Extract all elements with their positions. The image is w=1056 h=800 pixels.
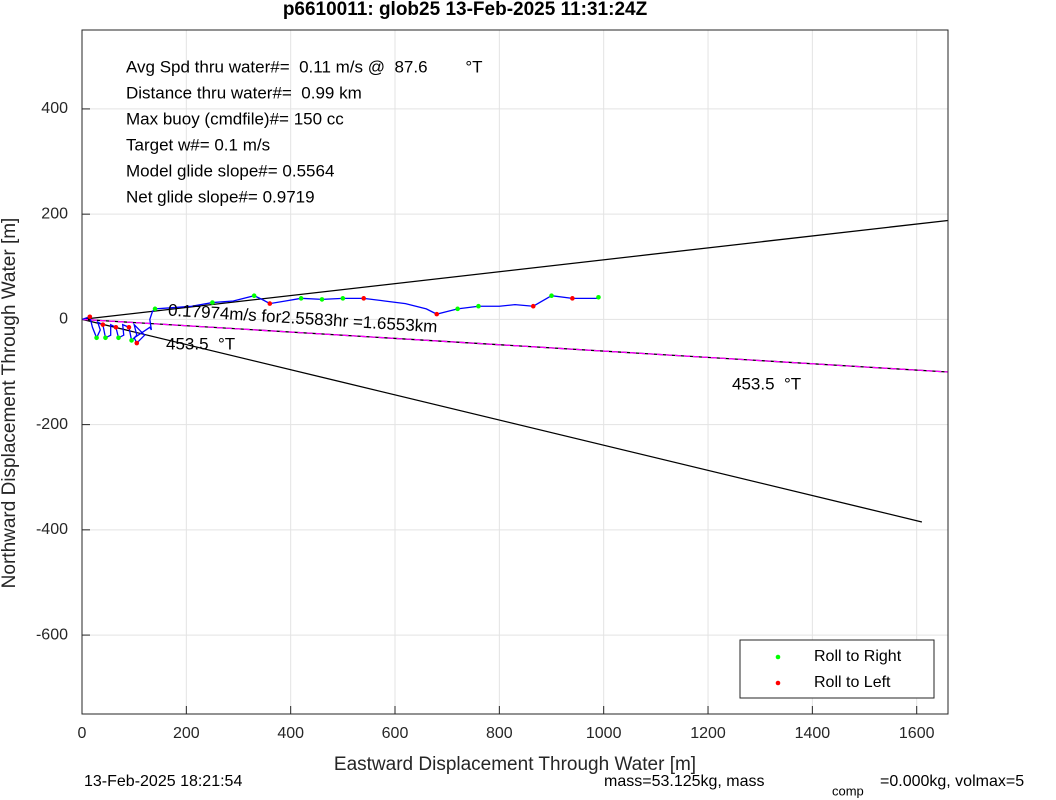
x-tick-label: 400 — [277, 725, 304, 742]
info-line: Net glide slope#= 0.9719 — [126, 187, 315, 206]
info-line: Distance thru water#= 0.99 km — [126, 83, 362, 102]
plot-area — [82, 30, 948, 714]
roll-point — [94, 335, 99, 341]
roll-point — [570, 296, 575, 301]
reference-line — [82, 318, 948, 373]
reference-line — [82, 219, 948, 321]
roll-point — [549, 293, 554, 299]
annotation: 453.5 °T — [166, 334, 235, 353]
x-tick-label: 800 — [486, 725, 513, 742]
roll-point — [134, 340, 140, 346]
x-tick-label: 600 — [382, 725, 409, 742]
footer-date: 13-Feb-2025 18:21:54 — [84, 773, 242, 790]
info-line: Avg Spd thru water#= 0.11 m/s @ 87.6 °T — [126, 57, 483, 76]
roll-point — [361, 296, 367, 301]
roll-point — [87, 314, 93, 320]
roll-point — [476, 303, 481, 309]
footer-subscript: comp — [832, 783, 864, 798]
legend-label: Roll to Right — [814, 648, 902, 665]
roll-point — [455, 306, 460, 312]
plot-layer — [82, 219, 948, 523]
roll-point — [530, 303, 536, 309]
x-tick-label: 1200 — [690, 725, 726, 742]
info-line: Max buoy (cmdfile)#= 150 cc — [126, 109, 344, 128]
x-tick-label: 0 — [78, 725, 87, 742]
y-tick-label: -200 — [36, 416, 68, 433]
roll-point — [267, 301, 273, 306]
roll-point — [319, 297, 325, 302]
reference-line — [82, 318, 923, 523]
legend-box — [739, 639, 935, 699]
roll-point — [251, 293, 257, 299]
y-tick-label: 200 — [41, 205, 68, 222]
legend-marker — [775, 654, 781, 660]
roll-point — [210, 300, 215, 305]
roll-point — [340, 296, 346, 301]
legend-label: Roll to Left — [814, 674, 891, 691]
x-tick-label: 1400 — [795, 725, 831, 742]
roll-point — [152, 306, 158, 312]
legend-marker — [775, 680, 781, 686]
footer-mass: mass=53.125kg, mass — [604, 773, 765, 790]
x-tick-label: 1000 — [586, 725, 622, 742]
roll-point — [596, 294, 601, 300]
annotation: 453.5 °T — [732, 374, 801, 393]
footer-volmax: =0.000kg, volmax=5 — [880, 773, 1024, 790]
y-axis-label: Northward Displacement Through Water [m] — [0, 218, 20, 589]
roll-point — [113, 324, 119, 330]
roll-point — [116, 335, 121, 341]
y-tick-label: 0 — [59, 311, 68, 328]
info-line: Target w#= 0.1 m/s — [126, 135, 270, 154]
info-line: Model glide slope#= 0.5564 — [126, 161, 334, 180]
roll-point — [103, 335, 108, 341]
y-tick-label: -400 — [36, 521, 68, 538]
y-tick-label: -600 — [36, 626, 68, 643]
roll-point — [298, 296, 304, 301]
roll-point — [126, 324, 132, 330]
chart-title: p6610011: glob25 13-Feb-2025 11:31:24Z — [283, 0, 648, 20]
axes-box — [81, 29, 949, 715]
roll-point — [434, 311, 440, 317]
roll-point — [100, 322, 106, 327]
x-tick-label: 1600 — [899, 725, 935, 742]
y-tick-label: 400 — [41, 100, 68, 117]
x-tick-label: 200 — [173, 725, 200, 742]
x-axis-label: Eastward Displacement Through Water [m] — [334, 754, 696, 775]
roll-point — [129, 338, 134, 343]
